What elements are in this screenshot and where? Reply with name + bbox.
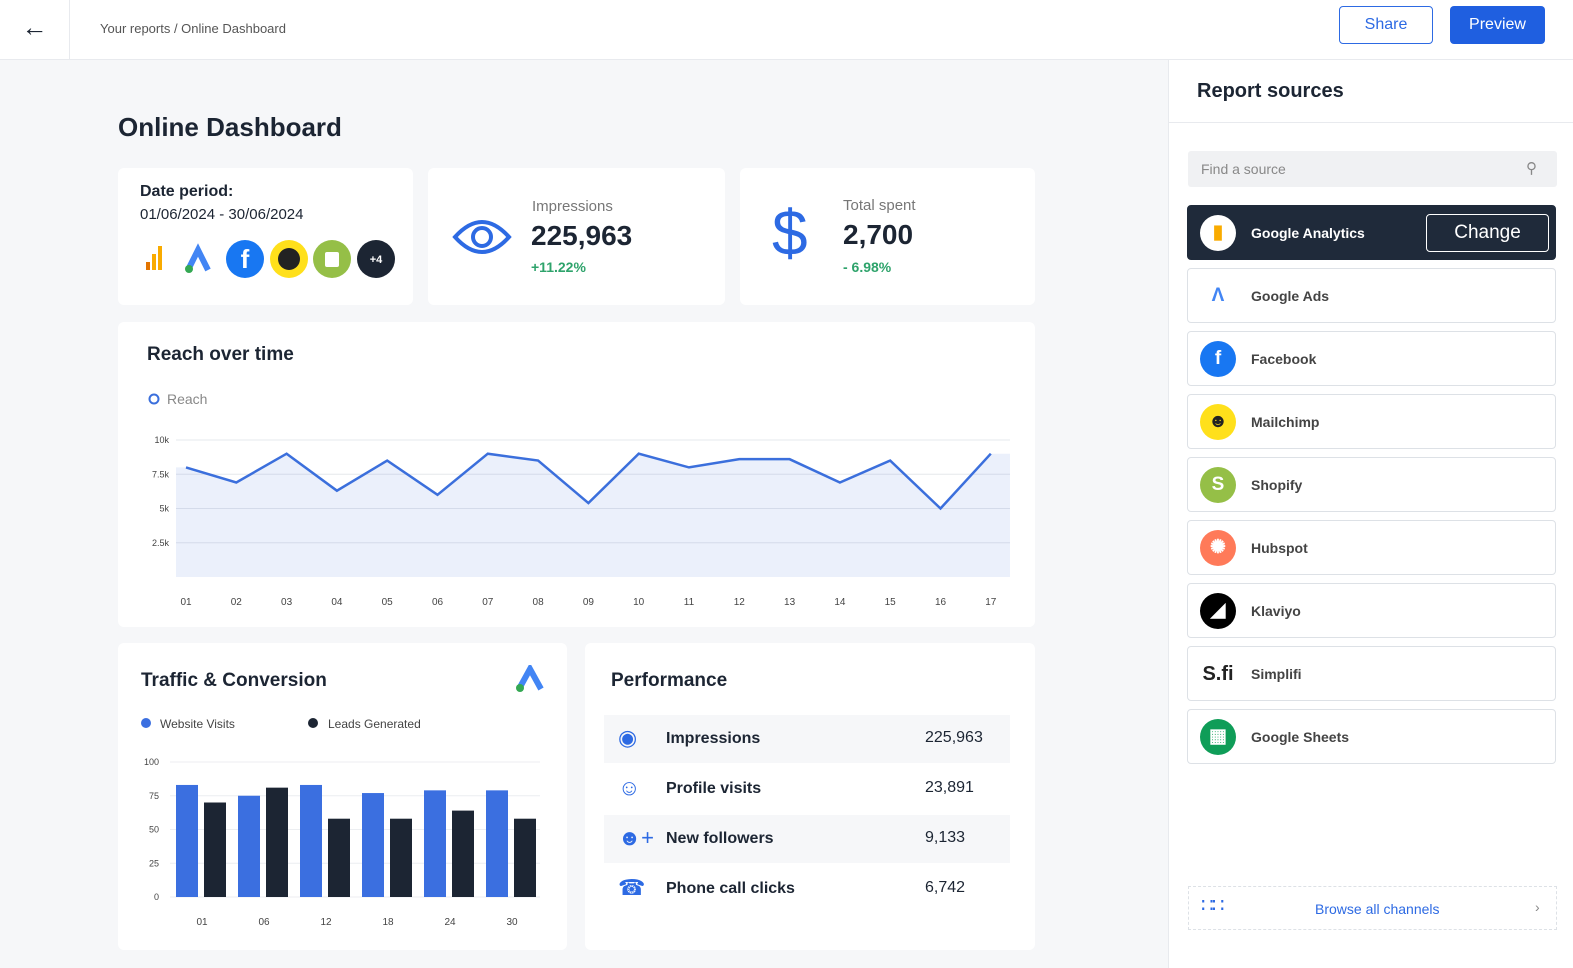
- source-icon: ◢: [1200, 593, 1236, 629]
- search-icon: ⚲: [1526, 160, 1537, 177]
- source-icon: ✺: [1200, 530, 1236, 566]
- kpi-label: Total spent: [843, 197, 916, 214]
- source-name: Hubspot: [1251, 540, 1308, 556]
- performance-row: ◉ Impressions 225,963: [604, 715, 1010, 763]
- change-button[interactable]: Change: [1426, 214, 1549, 252]
- source-name: Simplifi: [1251, 666, 1302, 682]
- kpi-change: - 6.98%: [843, 259, 892, 275]
- source-icons: f +4: [146, 240, 395, 278]
- source-item[interactable]: ◢ Klaviyo: [1187, 583, 1556, 638]
- date-range: 01/06/2024 - 30/06/2024: [140, 206, 304, 223]
- source-name: Google Sheets: [1251, 729, 1350, 745]
- reach-card: Reach over time: [118, 322, 1035, 627]
- row-icon: ◉: [618, 725, 638, 750]
- svg-text:f: f: [241, 244, 250, 274]
- source-item[interactable]: S.fi Simplifi: [1187, 646, 1556, 701]
- source-icon: ☻: [1200, 404, 1236, 440]
- kpi-value: 225,963: [531, 220, 633, 251]
- browse-link[interactable]: Browse all channels: [1315, 901, 1440, 917]
- sidebar: Report sources Find a source ⚲ ∷∷ Browse…: [1168, 60, 1573, 968]
- kpi-change: +11.22%: [531, 259, 586, 275]
- performance-table: ◉ Impressions 225,963 ☺ Profile visits 23,891…: [604, 715, 1010, 933]
- source-name: Mailchimp: [1251, 414, 1320, 430]
- source-icon: S.fi: [1200, 656, 1236, 692]
- panel-title: Performance: [611, 670, 728, 691]
- source-name: Google Ads: [1251, 288, 1330, 304]
- performance-row: ☺ Profile visits 23,891: [604, 765, 1010, 813]
- source-item[interactable]: Λ Google Ads: [1187, 268, 1556, 323]
- preview-button[interactable]: Preview: [1450, 6, 1545, 44]
- grid-icon: ∷∷: [1201, 895, 1224, 917]
- source-name: Facebook: [1251, 351, 1317, 367]
- row-value: 225,963: [925, 729, 983, 746]
- performance-row: ☎ Phone call clicks 6,742: [604, 865, 1010, 913]
- more-sources: +4: [370, 254, 383, 266]
- row-icon: ☎: [618, 875, 646, 900]
- source-item[interactable]: ☻ Mailchimp: [1187, 394, 1556, 449]
- performance-card: Performance ◉ Impressions 225,963 ☺ Profile …: [585, 643, 1035, 950]
- source-name: Klaviyo: [1251, 603, 1301, 619]
- eye-icon: [452, 220, 512, 254]
- source-icon: ▮: [1200, 215, 1236, 251]
- date-label: Date period:: [140, 183, 234, 200]
- kpi-label: Impressions: [532, 198, 613, 215]
- dollar-icon: $: [772, 197, 808, 269]
- breadcrumb[interactable]: Your reports / Online Dashboard: [100, 21, 286, 36]
- search-placeholder: Find a source: [1201, 161, 1286, 177]
- divider: [1169, 122, 1573, 123]
- date-card: Date period: 01/06/2024 - 30/06/2024 f +…: [118, 168, 413, 305]
- row-value: 6,742: [925, 879, 966, 896]
- source-item[interactable]: ▦ Google Sheets: [1187, 709, 1556, 764]
- browse-row[interactable]: ∷∷ Browse all channels ›: [1188, 886, 1557, 930]
- row-icon: ☻+: [618, 825, 654, 850]
- kpi-card: Impressions 225,963 +11.22%: [428, 168, 725, 305]
- traffic-card: Traffic & Conversion: [118, 643, 567, 950]
- source-icon: f: [1200, 341, 1236, 377]
- source-icon: S: [1200, 467, 1236, 503]
- row-label: Profile visits: [666, 780, 762, 797]
- back-button[interactable]: ←: [0, 0, 70, 60]
- page-title: Online Dashboard: [118, 112, 342, 142]
- source-item[interactable]: f Facebook: [1187, 331, 1556, 386]
- search-box[interactable]: Find a source ⚲: [1188, 151, 1557, 187]
- performance-row: ☻+ New followers 9,133: [604, 815, 1010, 863]
- row-icon: ☺: [618, 775, 641, 800]
- ads-icon: [516, 665, 544, 692]
- row-value: 23,891: [925, 779, 974, 796]
- sidebar-title: Report sources: [1197, 80, 1344, 102]
- kpi-value: 2,700: [843, 219, 914, 250]
- chevron: ›: [1535, 899, 1540, 915]
- row-value: 9,133: [925, 829, 966, 846]
- header: ← Your reports / Online Dashboard Share …: [0, 0, 1573, 60]
- share-button[interactable]: Share: [1339, 6, 1433, 44]
- source-item[interactable]: S Shopify: [1187, 457, 1556, 512]
- chart-title: Traffic & Conversion: [141, 670, 327, 691]
- source-icon: Λ: [1200, 278, 1236, 314]
- kpi-card: $ Total spent 2,700 - 6.98%: [740, 168, 1035, 305]
- source-name: Shopify: [1251, 477, 1303, 493]
- source-item[interactable]: ▮ Google Analytics Change: [1187, 205, 1556, 260]
- source-icon: ▦: [1200, 719, 1236, 755]
- chart-title: Reach over time: [147, 344, 294, 365]
- row-label: Impressions: [666, 730, 761, 747]
- row-label: New followers: [666, 830, 774, 847]
- source-name: Google Analytics: [1251, 225, 1365, 241]
- row-label: Phone call clicks: [666, 880, 795, 897]
- source-item[interactable]: ✺ Hubspot: [1187, 520, 1556, 575]
